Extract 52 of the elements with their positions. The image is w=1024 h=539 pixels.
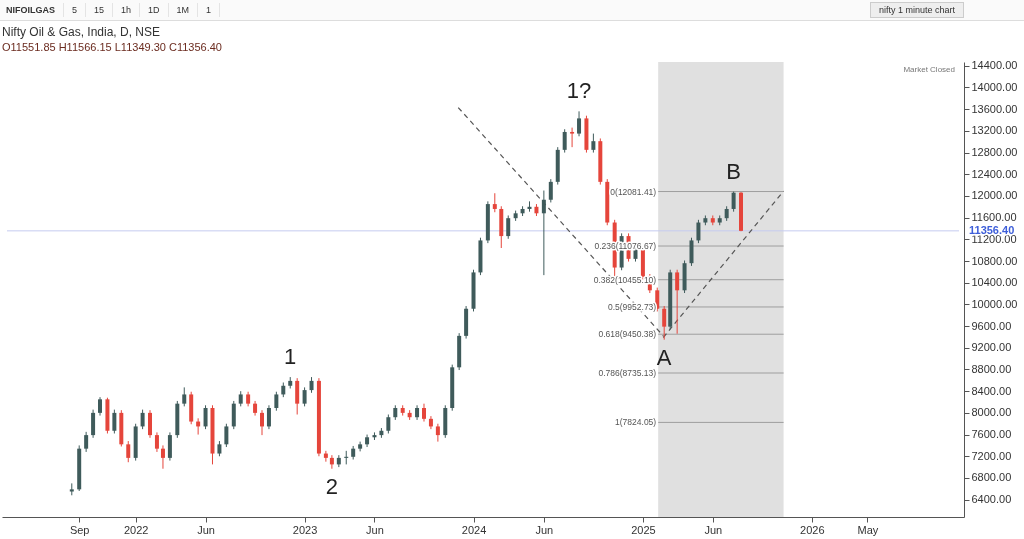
text: NIFOILGAS (4, 3, 64, 17)
y-tick-label: 7200.00 (971, 449, 1012, 462)
y-tick-label: 10800.00 (971, 254, 1018, 267)
text: 1D (140, 3, 169, 17)
chart-subtitle: O11551.85 H11566.15 L11349.30 C11356.40 (2, 40, 222, 53)
text: 1h (113, 3, 141, 17)
y-tick-label: 14000.00 (971, 80, 1018, 93)
x-tick-label: Jun (197, 523, 215, 536)
x-tick-label: 2022 (123, 523, 149, 536)
y-tick-label: 9600.00 (971, 319, 1012, 332)
y-tick-label: 12000.00 (971, 189, 1018, 202)
x-tick-label: Jun (366, 523, 384, 536)
x-tick-label: Sep (69, 523, 90, 536)
y-tick-label: 6800.00 (971, 471, 1012, 484)
y-tick-label: 8800.00 (971, 362, 1012, 375)
text: 1 (198, 3, 221, 17)
ref-line-label: 11356.40 (969, 223, 1015, 236)
annotation: B (726, 158, 741, 184)
annotation: 2 (325, 473, 339, 499)
x-tick-label: 2023 (292, 523, 318, 536)
x-tick-label: Jun (535, 523, 554, 536)
y-tick-label: 11600.00 (971, 211, 1017, 224)
y-tick-label: 12400.00 (971, 167, 1018, 180)
annotation: A (656, 344, 672, 370)
y-tick-label: 7600.00 (971, 428, 1012, 441)
annotation: 1 (284, 344, 297, 370)
ref-line-label: 0.786(8735.13) (598, 368, 657, 379)
x-tick-label: 2025 (631, 523, 656, 536)
text: 1M (168, 3, 199, 17)
y-tick-label: 12800.00 (971, 146, 1018, 159)
y-tick-label: 10400.00 (971, 276, 1018, 289)
y-tick-label: 14400.00 (971, 59, 1018, 72)
text: nifty 1 minute chart (869, 2, 964, 18)
annotation: Market Closed (903, 65, 955, 74)
ref-line-label: 0.618(9450.38) (598, 329, 657, 340)
ref-line-label: 1(7824.05) (615, 417, 657, 428)
text: 15 (86, 3, 114, 17)
y-tick-label: 8400.00 (971, 384, 1012, 397)
x-tick-label: Jun (704, 523, 723, 536)
y-tick-label: 13200.00 (971, 124, 1018, 137)
x-tick-label: May (857, 523, 879, 536)
y-tick-label: 9200.00 (971, 341, 1012, 354)
annotation: 1? (566, 78, 592, 104)
text: 5 (64, 3, 87, 17)
chart-title: Nifty Oil & Gas, India, D, NSE (2, 24, 161, 39)
y-tick-label: 10000.00 (971, 297, 1018, 310)
y-tick-label: 6400.00 (971, 493, 1012, 506)
y-tick-label: 8000.00 (971, 406, 1012, 419)
ref-line-label: 0(12081.41) (610, 186, 657, 197)
y-tick-label: 13600.00 (971, 102, 1018, 115)
x-tick-label: 2024 (461, 523, 487, 536)
x-tick-label: 2026 (800, 523, 825, 536)
